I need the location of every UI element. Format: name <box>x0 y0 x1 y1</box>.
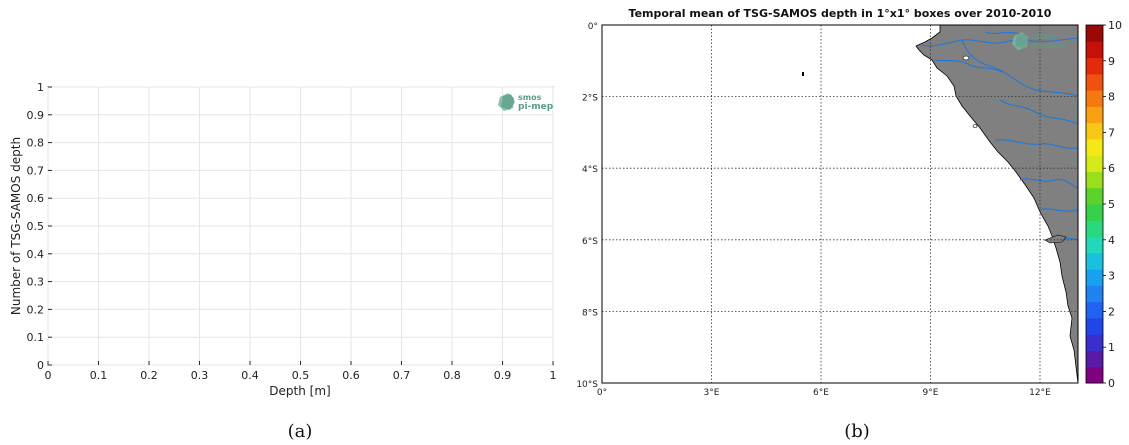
colorbar-tick-label: 7 <box>1108 126 1115 139</box>
colorbar-tick-label: 3 <box>1108 270 1115 283</box>
y-tick-label: 0.7 <box>27 164 45 177</box>
logo-line1: smos <box>1032 32 1056 41</box>
colorbar-swatch <box>1086 350 1103 368</box>
colorbar-swatch <box>1086 138 1103 156</box>
colorbar-swatch <box>1086 41 1103 59</box>
colorbar-tick-label: 0 <box>1108 377 1115 390</box>
y-tick-label: 0.1 <box>27 331 45 344</box>
logo-line1: smos <box>518 93 542 102</box>
latitude-tick-label: 6°S <box>582 237 598 247</box>
colorbar-tick-label: 9 <box>1108 55 1115 68</box>
x-tick-label: 0.8 <box>443 369 461 382</box>
map-land <box>915 25 1078 383</box>
colorbar <box>1085 24 1104 384</box>
map-title: Temporal mean of TSG-SAMOS depth in 1°x1… <box>629 7 1052 20</box>
latitude-tick-label: 4°S <box>582 165 598 175</box>
colorbar-swatch <box>1086 25 1103 42</box>
colorbar-swatch <box>1086 73 1103 91</box>
histogram-x-ticks: 0 0.1 0.2 0.3 0.4 0.5 0.6 0.7 0.8 0.9 1 <box>45 361 557 382</box>
colorbar-tick-label: 6 <box>1108 162 1115 175</box>
colorbar-swatch <box>1086 252 1103 270</box>
colorbar-tick-label: 1 <box>1108 341 1115 354</box>
colorbar-swatch <box>1086 171 1103 189</box>
smos-logo-mark <box>1012 32 1029 50</box>
colorbar-tick-label: 10 <box>1108 19 1122 32</box>
colorbar-swatch <box>1086 285 1103 303</box>
colorbar-swatch <box>1086 366 1103 384</box>
y-tick-label: 0.2 <box>27 303 45 316</box>
y-tick-label: 0 <box>37 359 44 372</box>
colorbar-swatch <box>1086 155 1103 172</box>
x-tick-label: 0.7 <box>393 369 411 382</box>
latitude-tick-label: 10°S <box>576 380 598 390</box>
colorbar-swatch <box>1086 317 1103 335</box>
smos-logo-mark <box>498 93 515 111</box>
colorbar-tick-label: 2 <box>1108 305 1115 318</box>
y-tick-label: 1 <box>37 81 44 94</box>
colorbar-swatch <box>1086 57 1103 75</box>
x-tick-label: 0 <box>45 369 52 382</box>
latitude-tick-label: 8°S <box>582 308 598 318</box>
panel-a-label: (a) <box>288 421 313 442</box>
x-tick-label: 0.6 <box>342 369 360 382</box>
y-tick-label: 0.5 <box>27 220 45 233</box>
histogram-grid <box>47 86 554 366</box>
logo-line2: pi-mep <box>518 102 554 112</box>
latitude-tick-label: 0° <box>588 22 598 32</box>
histogram-y-axis-label: Number of TSG-SAMOS depth <box>9 137 23 315</box>
colorbar-tick-label: 8 <box>1108 91 1115 104</box>
map-grid <box>602 25 1078 383</box>
panel-a-histogram: 0 0.1 0.2 0.3 0.4 0.5 0.6 0.7 0.8 0.9 1 0 0.1 0.2 0.3… <box>9 81 557 442</box>
longitude-tick-label: 9°E <box>923 388 939 398</box>
colorbar-swatch <box>1086 106 1103 124</box>
map-frame <box>601 24 1079 384</box>
y-tick-label: 0.9 <box>27 109 45 122</box>
colorbar-swatch <box>1086 187 1103 205</box>
y-tick-label: 0.3 <box>27 276 45 289</box>
panel-b-map: Temporal mean of TSG-SAMOS depth in 1°x1… <box>576 7 1122 442</box>
colorbar-swatch <box>1086 220 1103 238</box>
island-mark <box>802 72 804 76</box>
map-latitude-ticks: 0° 2°S 4°S 6°S 8°S 10°S <box>576 22 598 390</box>
longitude-tick-label: 3°E <box>704 388 720 398</box>
colorbar-swatch <box>1086 122 1103 140</box>
x-tick-label: 0.4 <box>241 369 259 382</box>
colorbar-swatch <box>1086 204 1103 221</box>
y-tick-label: 0.6 <box>27 192 45 205</box>
latitude-tick-label: 2°S <box>582 94 598 104</box>
colorbar-swatch <box>1086 90 1103 107</box>
map-longitude-ticks: 0° 3°E 6°E 9°E 12°E <box>597 388 1051 398</box>
colorbar-swatch <box>1086 334 1103 351</box>
logo-line2: pi-mep <box>1032 41 1068 51</box>
smos-logo-a: smos pi-mep <box>498 93 554 112</box>
panel-b-label: (b) <box>844 421 870 442</box>
smos-logo-b: smos pi-mep <box>1012 32 1068 51</box>
longitude-tick-label: 0° <box>597 388 607 398</box>
colorbar-swatch <box>1086 301 1103 319</box>
y-tick-label: 0.8 <box>27 137 45 150</box>
histogram-y-ticks: 0 0.1 0.2 0.3 0.4 0.5 0.6 0.7 0.8 0.9 1 <box>27 81 52 372</box>
x-tick-label: 1 <box>550 369 557 382</box>
x-tick-label: 0.1 <box>90 369 108 382</box>
histogram-x-axis-label: Depth [m] <box>269 384 330 398</box>
x-tick-label: 0.5 <box>292 369 310 382</box>
x-tick-label: 0.2 <box>140 369 158 382</box>
longitude-tick-label: 12°E <box>1029 388 1051 398</box>
x-tick-label: 0.3 <box>191 369 209 382</box>
x-tick-label: 0.9 <box>494 369 512 382</box>
longitude-tick-label: 6°E <box>813 388 829 398</box>
y-tick-label: 0.4 <box>27 248 45 261</box>
colorbar-swatch <box>1086 236 1103 254</box>
colorbar-tick-label: 5 <box>1108 198 1115 211</box>
colorbar-tick-label: 4 <box>1108 234 1115 247</box>
colorbar-swatch <box>1086 269 1103 286</box>
colorbar-ticks: 0 1 2 3 4 5 6 7 8 9 10 <box>1103 19 1122 390</box>
